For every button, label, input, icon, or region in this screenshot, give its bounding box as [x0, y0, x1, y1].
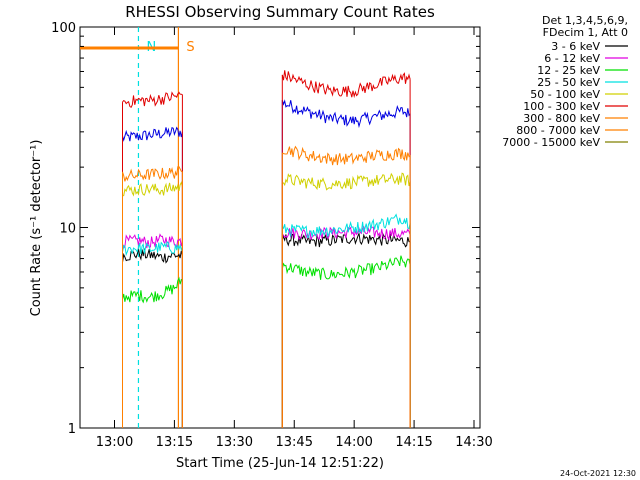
- series-trace: [282, 225, 411, 242]
- series-trace: [122, 166, 183, 182]
- series-trace: [282, 172, 411, 191]
- series-100-300keV: [122, 70, 411, 428]
- legend-header-line: FDecim 1, Att 0: [543, 26, 628, 39]
- series-lines: [122, 70, 411, 428]
- legend-header-line: Det 1,3,4,5,6,9,: [542, 14, 628, 27]
- plot-frame: [79, 26, 481, 429]
- legend-entry-label: 7000 - 15000 keV: [502, 136, 600, 149]
- x-tick-label: 13:30: [216, 435, 253, 450]
- y-axis-ticks: 1 10 100: [51, 21, 480, 437]
- y-tick-label: 100: [51, 21, 76, 36]
- x-tick-label: 13:00: [96, 435, 133, 450]
- x-tick-label: 13:15: [156, 435, 193, 450]
- series-3-6keV: [122, 232, 411, 428]
- x-tick-label: 14:30: [455, 435, 492, 450]
- y-tick-label: 1: [68, 422, 76, 437]
- series-trace: [122, 276, 183, 304]
- legend: Det 1,3,4,5,6,9,FDecim 1, Att 03 - 6 keV…: [502, 14, 628, 149]
- series-trace: [281, 213, 411, 238]
- legend-entry-label: 12 - 25 keV: [537, 64, 600, 77]
- series-trace: [122, 233, 183, 249]
- series-trace: [122, 126, 183, 142]
- y-tick-label: 10: [59, 222, 76, 237]
- marker-label: S: [186, 40, 194, 55]
- legend-entry-label: 800 - 7000 keV: [516, 124, 600, 137]
- series-trace: [281, 255, 411, 280]
- x-tick-label: 13:45: [276, 435, 313, 450]
- series-25-50keV: [122, 213, 411, 428]
- series-trace: [122, 241, 183, 257]
- x-tick-label: 14:00: [335, 435, 372, 450]
- y-axis-label: Count Rate (s⁻¹ detector⁻¹): [29, 140, 44, 317]
- series-50-100keV: [122, 172, 411, 428]
- series-trace: [281, 70, 411, 99]
- chart-title: RHESSI Observing Summary Count Rates: [125, 3, 435, 21]
- series-trace: [281, 99, 411, 129]
- series-trace: [122, 181, 183, 197]
- series-trace: [122, 91, 183, 109]
- legend-entry-label: 50 - 100 keV: [530, 88, 600, 101]
- marker-lines: NS: [80, 27, 195, 428]
- x-axis-label: Start Time (25-Jun-14 12:51:22): [176, 456, 384, 471]
- legend-entry-label: 3 - 6 keV: [551, 40, 600, 53]
- legend-entry-label: 300 - 800 keV: [523, 112, 600, 125]
- series-300-800keV: [122, 145, 411, 428]
- x-tick-label: 14:15: [395, 435, 432, 450]
- series-12-25keV: [122, 255, 411, 428]
- legend-entry-label: 100 - 300 keV: [523, 100, 600, 113]
- legend-entry-label: 25 - 50 keV: [537, 76, 600, 89]
- series-trace: [282, 145, 411, 166]
- legend-entry-label: 6 - 12 keV: [544, 52, 600, 65]
- generation-timestamp: 24-Oct-2021 12:30: [560, 469, 636, 478]
- x-axis-ticks: 13:00 13:15 13:30 13:45 14:00 14:15 14:30: [96, 27, 493, 450]
